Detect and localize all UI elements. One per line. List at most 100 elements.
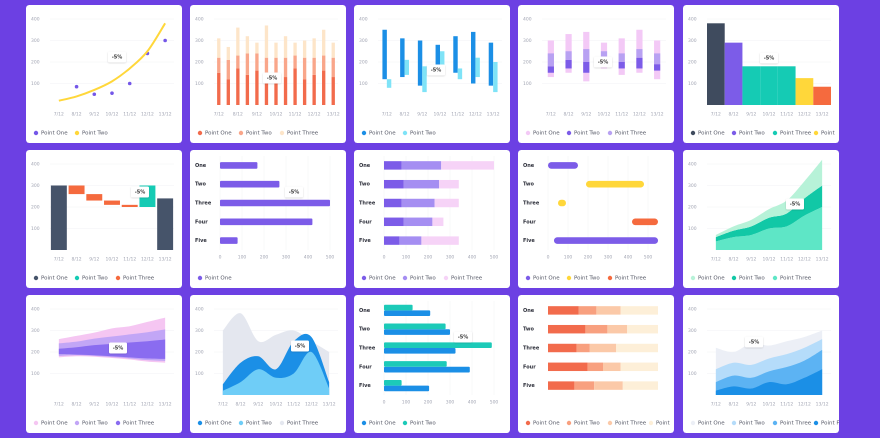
bar [439, 179, 459, 189]
x-tick-label: 8/12 [400, 112, 410, 118]
x-tick-label: 9/12 [89, 257, 99, 263]
range-bar [68, 185, 85, 195]
range-bar [453, 36, 458, 73]
bar [401, 161, 442, 170]
legend-label: Point One [205, 421, 232, 427]
legend-swatch [566, 420, 572, 426]
bar-segment [302, 79, 307, 105]
y-tick-label: 100 [359, 81, 368, 87]
bar [724, 42, 743, 105]
legend-label: Point Two [246, 131, 272, 137]
area [715, 159, 823, 238]
bar [384, 361, 447, 367]
x-tick-label: 300 [282, 255, 291, 261]
legend-label: Point Two [410, 276, 436, 282]
legend-swatch [607, 420, 613, 426]
bar [384, 304, 413, 311]
category-label: Two [523, 182, 534, 188]
chart-card: 100 200 300 400 7/12 8/12 9/12 10/12 11/12 12/12 1… [683, 150, 839, 288]
bar-segment [226, 79, 230, 105]
tooltip-text: -5% [431, 68, 442, 74]
chart-card: 100 200 300 400 7/12 8/12 9/12 10/12 11/12 12/12 1… [26, 150, 182, 288]
x-tick-label: 12/12 [141, 112, 154, 118]
x-tick-label: 400 [468, 400, 477, 406]
bar [622, 381, 658, 390]
x-tick-label: 8/12 [729, 257, 739, 263]
range-bar [618, 62, 625, 69]
legend-label: Point Three [615, 421, 647, 427]
x-tick-label: 300 [446, 400, 455, 406]
bar [432, 217, 444, 227]
legend-swatch [690, 275, 696, 281]
bar [589, 343, 617, 353]
bar [384, 323, 446, 330]
range-bar [121, 204, 138, 207]
y-tick-label: 200 [31, 205, 40, 211]
legend-swatch [74, 130, 80, 136]
bar [620, 306, 658, 315]
category-label: Five [523, 383, 535, 389]
legend-swatch [525, 420, 531, 426]
tooltip-text: -5% [458, 335, 469, 341]
bar-segment [236, 27, 240, 56]
legend-label: Point Three [780, 131, 812, 137]
legend-label: Point Two [410, 131, 436, 137]
category-label: Three [195, 201, 212, 207]
bar-segment [226, 59, 230, 80]
x-tick-label: 10/12 [270, 112, 283, 118]
bar [401, 198, 435, 208]
tooltip-text: -5% [598, 60, 609, 66]
range-bar [600, 51, 608, 58]
range-bar [440, 51, 445, 69]
card [26, 295, 182, 433]
category-label: Four [523, 219, 536, 225]
y-tick-label: 300 [688, 38, 697, 44]
line [58, 22, 166, 102]
bar [403, 179, 439, 189]
legend-swatch [772, 420, 778, 426]
bar-segment [322, 70, 326, 105]
category-label: One [359, 308, 371, 314]
legend-swatch [813, 130, 819, 136]
y-tick-label: 100 [31, 81, 40, 87]
legend-label: Point [656, 421, 670, 427]
y-tick-label: 300 [31, 38, 40, 44]
x-tick-label: 200 [424, 400, 433, 406]
x-tick-label: 9/12 [89, 402, 99, 408]
bar-segment [293, 55, 297, 69]
bar-segment [283, 77, 288, 105]
tooltip-text: -5% [749, 340, 760, 346]
bar [384, 198, 402, 208]
area [715, 369, 823, 395]
x-tick-label: 12/12 [469, 112, 482, 118]
legend-label: Point Three [615, 131, 647, 137]
bar-segment [293, 42, 297, 56]
category-label: Five [359, 383, 371, 389]
x-tick-label: 0 [219, 255, 222, 261]
legend-swatch [731, 275, 737, 281]
legend-label: Point One [533, 131, 560, 137]
card [518, 5, 674, 143]
legend-swatch [648, 420, 654, 426]
y-tick-label: 400 [195, 17, 204, 23]
y-tick-label: 400 [31, 17, 40, 23]
bar [384, 236, 400, 245]
x-tick-label: 400 [624, 255, 633, 261]
bar-segment [302, 57, 307, 80]
range-bar [636, 57, 643, 69]
x-tick-label: 10/12 [106, 402, 119, 408]
legend-label: Point One [41, 131, 68, 137]
legend-swatch [566, 130, 572, 136]
category-label: Four [195, 219, 208, 225]
tooltip-text: -5% [135, 190, 146, 196]
tooltip [131, 186, 149, 198]
x-tick-label: 10/12 [270, 402, 283, 408]
chart-card: 0 100 200 300 400 500 One Two Three Four Five Point… [518, 150, 674, 288]
bar-segment [312, 74, 316, 105]
category-label: One [523, 308, 535, 314]
bar [220, 162, 258, 169]
x-tick-label: 100 [402, 255, 411, 261]
bar-segment [226, 46, 230, 60]
x-tick-label: 8/12 [729, 402, 739, 408]
range-bar [583, 62, 590, 73]
